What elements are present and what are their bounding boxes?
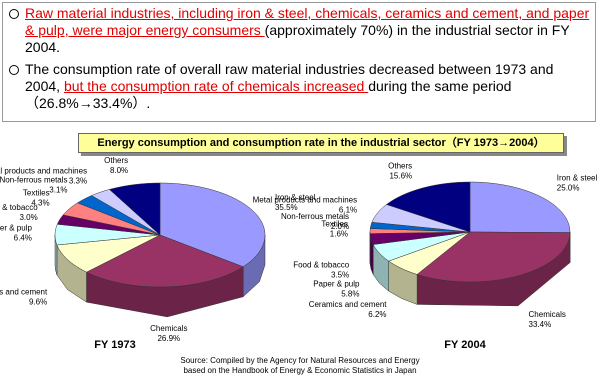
slice: [385, 181, 471, 233]
value-label: 3.0%: [19, 213, 37, 222]
slice: [54, 223, 161, 246]
slice-label: Iron & steel: [275, 193, 316, 202]
slice: [56, 234, 161, 273]
value-label: 4.3%: [31, 198, 49, 207]
slice: [388, 231, 471, 275]
bullet-box: Raw material industries, including iron …: [2, 2, 596, 122]
value-label: 2.0%: [331, 222, 349, 231]
slice-label: Chemicals: [150, 324, 187, 333]
slice: [372, 231, 471, 262]
slice-label: Paper & pulp: [0, 223, 32, 232]
value-label: 8.0%: [110, 166, 128, 175]
bullet: The consumption rate of overall raw mate…: [3, 59, 595, 115]
slice: [159, 182, 266, 268]
value-label: 1.6%: [330, 230, 348, 239]
slice-label: Paper & pulp: [313, 280, 360, 289]
slice: [469, 181, 571, 233]
bullet-text: but the consumption rate of chemicals in…: [63, 78, 369, 94]
banner: Energy consumption and consumption rate …: [78, 133, 564, 153]
value-label: 6.4%: [14, 233, 32, 242]
slice-label: Textiles: [321, 220, 348, 229]
slice-label: Non-ferrous metals: [0, 175, 68, 184]
chart-title: FY 2004: [444, 339, 486, 351]
slice-label: Ceramics and cement: [0, 287, 48, 296]
slice-label: Others: [388, 162, 412, 171]
value-label: 3.5%: [331, 271, 349, 280]
bullet-text: Raw material industries, including iron …: [25, 5, 590, 38]
value-label: 5.8%: [341, 290, 359, 299]
slice-label: Metal products and machines: [253, 195, 358, 204]
source: based on the Handbook of Energy & Econom…: [183, 366, 416, 375]
slice-label: Food & tobacco: [0, 203, 38, 212]
slice: [416, 231, 571, 283]
slice: [62, 202, 161, 236]
bullet-text: during the same period（26.8%→33.4%）.: [25, 78, 512, 111]
value-label: 3.3%: [69, 176, 87, 185]
value-label: 35.5%: [275, 203, 298, 212]
slice-label: Non-ferrous metals: [281, 212, 349, 221]
slice: [85, 234, 244, 288]
value-label: 3.1%: [49, 185, 67, 194]
value-label: 9.6%: [29, 297, 47, 306]
slice: [371, 204, 471, 233]
value-label: 33.4%: [529, 320, 552, 329]
value-label: 25.0%: [557, 184, 580, 193]
slice-label: Metal products and machines: [0, 166, 87, 175]
slice: [108, 182, 161, 236]
slice-label: Ceramics and cement: [309, 300, 388, 309]
value-label: 26.9%: [157, 334, 180, 343]
slice-label: Others: [104, 156, 128, 165]
slice-label: Iron & steel: [557, 174, 598, 183]
chart-title: FY 1973: [94, 339, 135, 351]
value-label: 6.1%: [339, 205, 357, 214]
value-label: 6.2%: [368, 310, 386, 319]
slice: [91, 189, 161, 236]
source: Source: Compiled by the Agency for Natur…: [180, 356, 419, 365]
value-label: 15.6%: [389, 172, 412, 181]
slice: [369, 231, 471, 245]
slice-label: Chemicals: [529, 310, 566, 319]
bullet-text: The consumption rate of overall raw mate…: [25, 61, 554, 94]
bullet-text: (approximately 70%) in the industrial se…: [25, 22, 570, 55]
slice-label: Textiles: [23, 188, 50, 197]
bullet: Raw material industries, including iron …: [3, 3, 595, 59]
slice-label: Food & tobacco: [293, 261, 350, 270]
